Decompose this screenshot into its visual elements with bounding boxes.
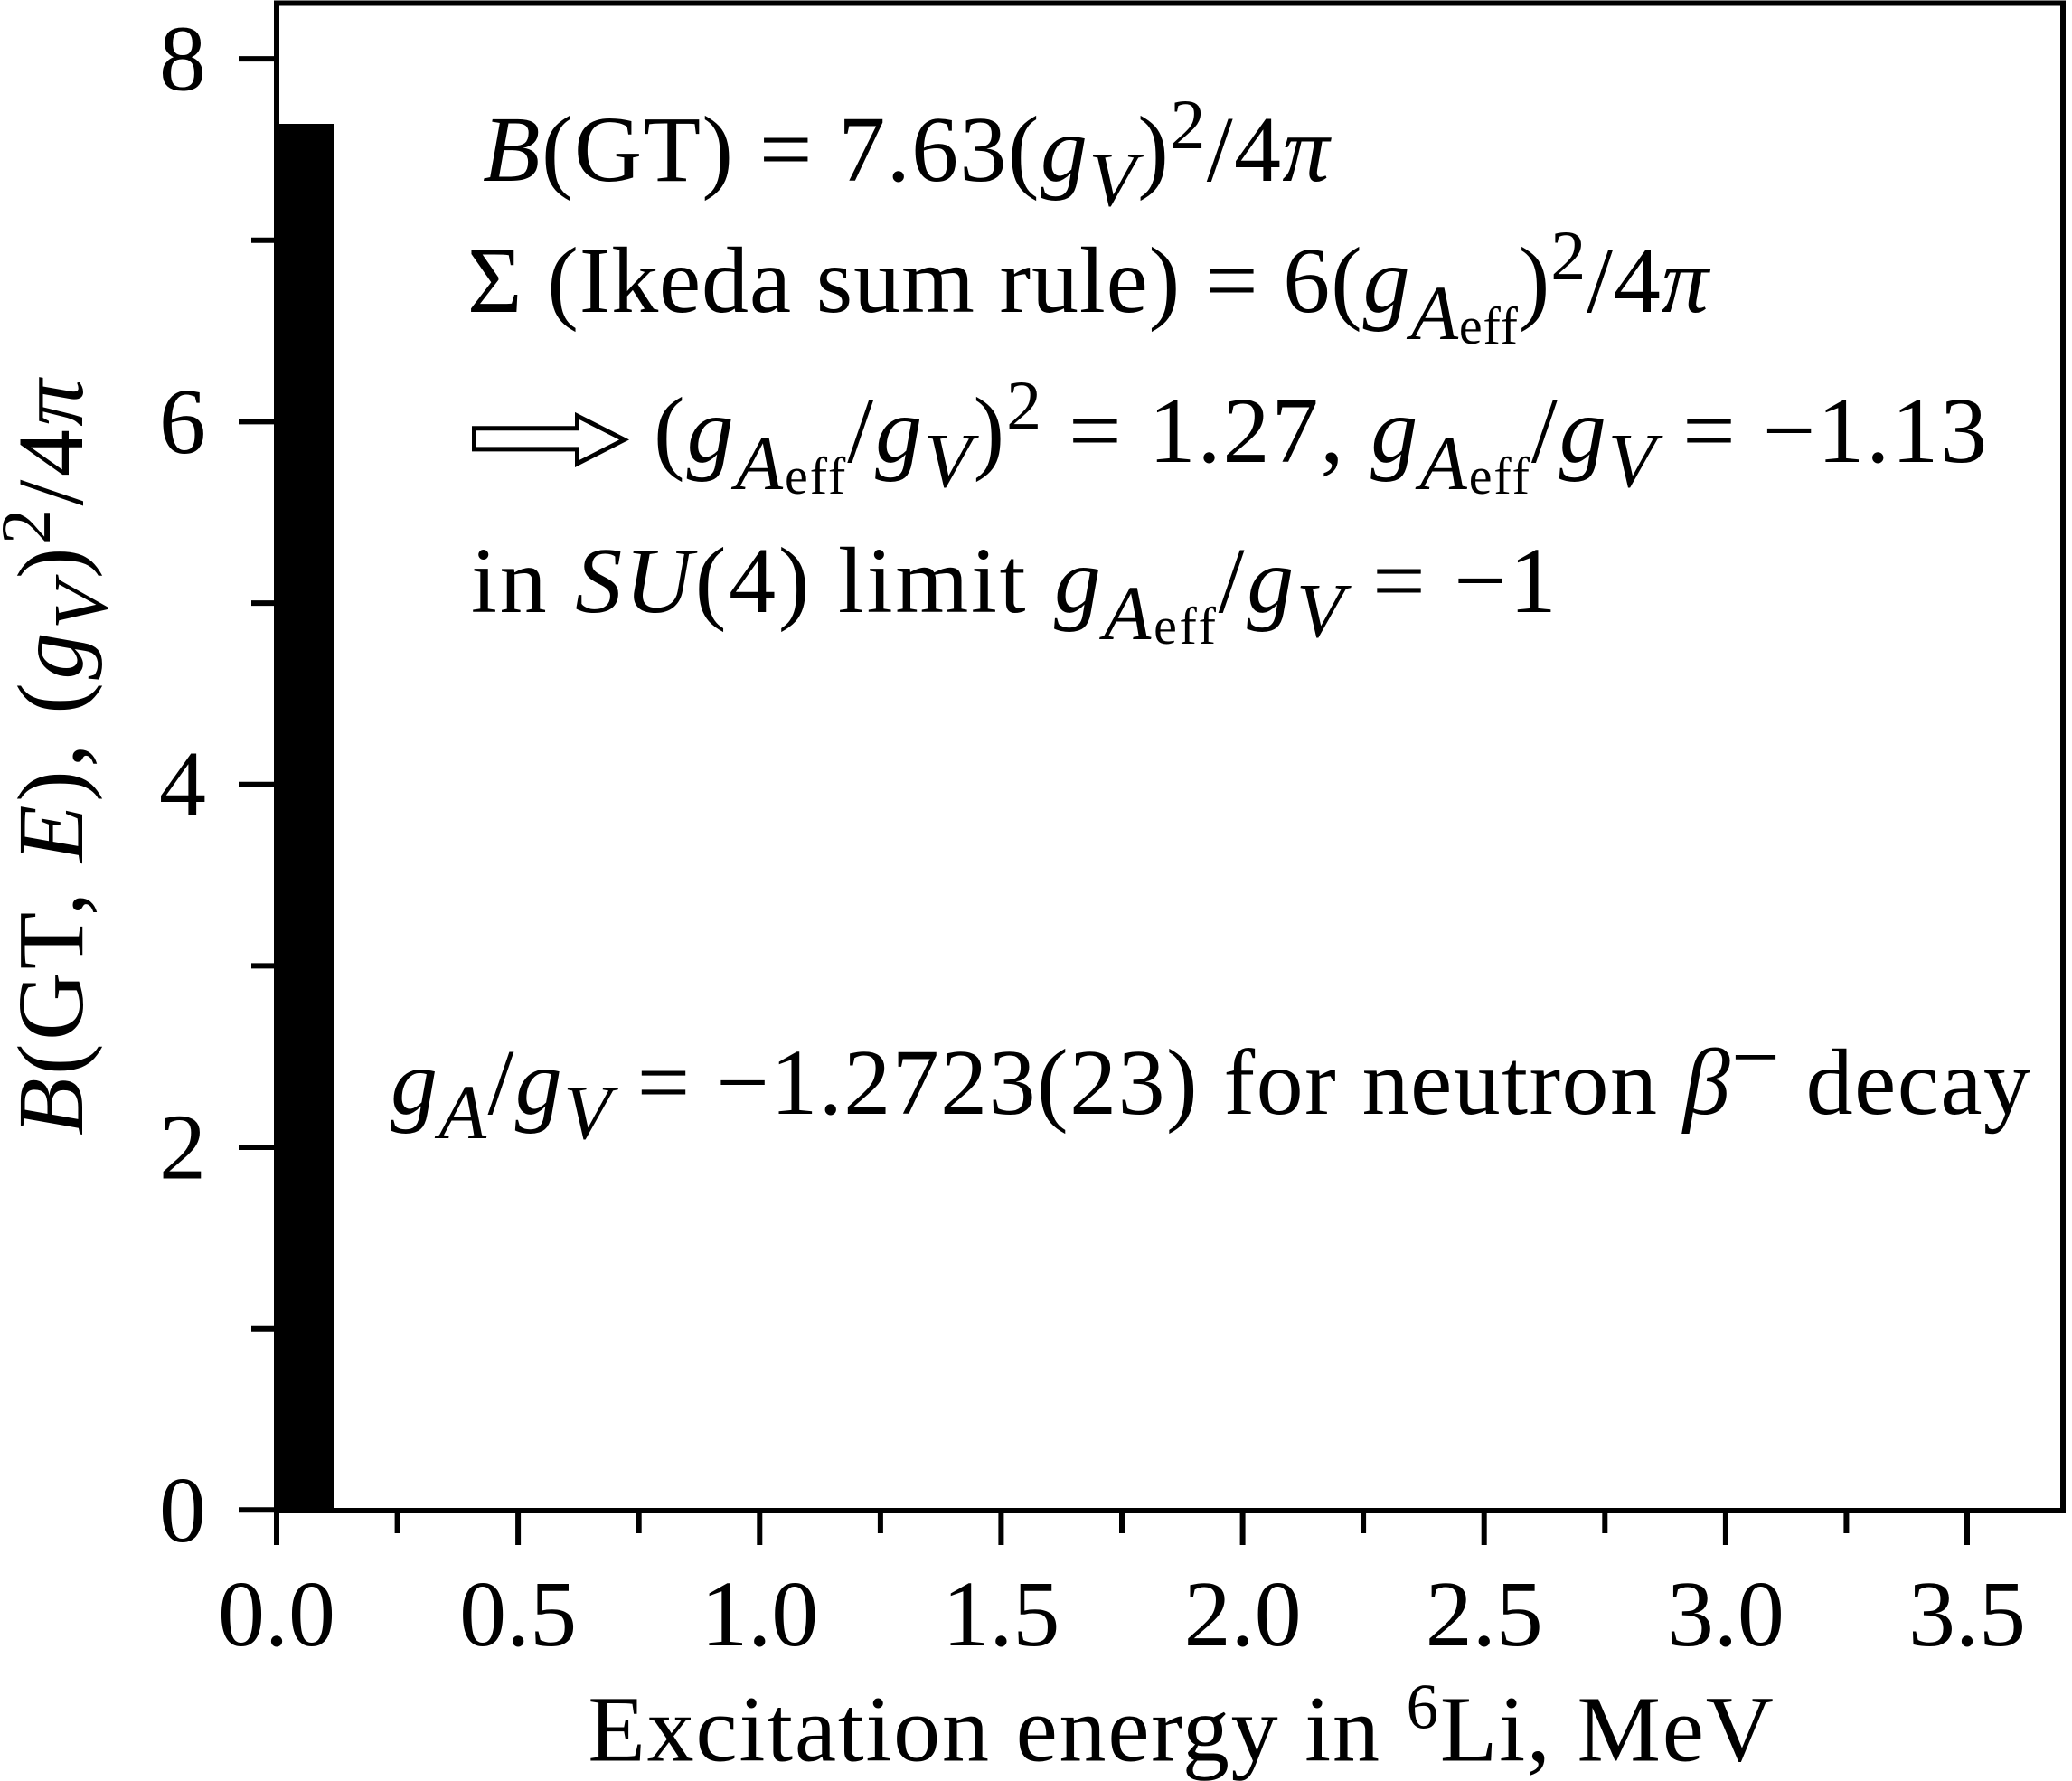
svg-text:B(GT) = 7.63(gV)2/4π: B(GT) = 7.63(gV)2/4π xyxy=(483,85,1332,222)
svg-text:3.5: 3.5 xyxy=(1908,1562,2026,1666)
svg-text:0: 0 xyxy=(159,1458,206,1562)
svg-text:0.5: 0.5 xyxy=(459,1562,577,1666)
svg-text:gA/gV = −1.2723(23) for neutro: gA/gV = −1.2723(23) for neutron β− decay xyxy=(391,1009,2031,1155)
svg-text:8: 8 xyxy=(159,7,206,111)
svg-text:2.0: 2.0 xyxy=(1184,1562,1302,1666)
svg-text:1.0: 1.0 xyxy=(701,1562,818,1666)
svg-text:4: 4 xyxy=(159,732,206,836)
svg-text:3.0: 3.0 xyxy=(1667,1562,1785,1666)
svg-text:6: 6 xyxy=(159,370,206,474)
svg-text:1.5: 1.5 xyxy=(942,1562,1060,1666)
svg-text:2.5: 2.5 xyxy=(1426,1562,1543,1666)
svg-text:Excitation energy in 6Li, MeV: Excitation energy in 6Li, MeV xyxy=(588,1673,1775,1781)
svg-text:2: 2 xyxy=(159,1095,206,1199)
svg-text:0.0: 0.0 xyxy=(218,1562,335,1666)
